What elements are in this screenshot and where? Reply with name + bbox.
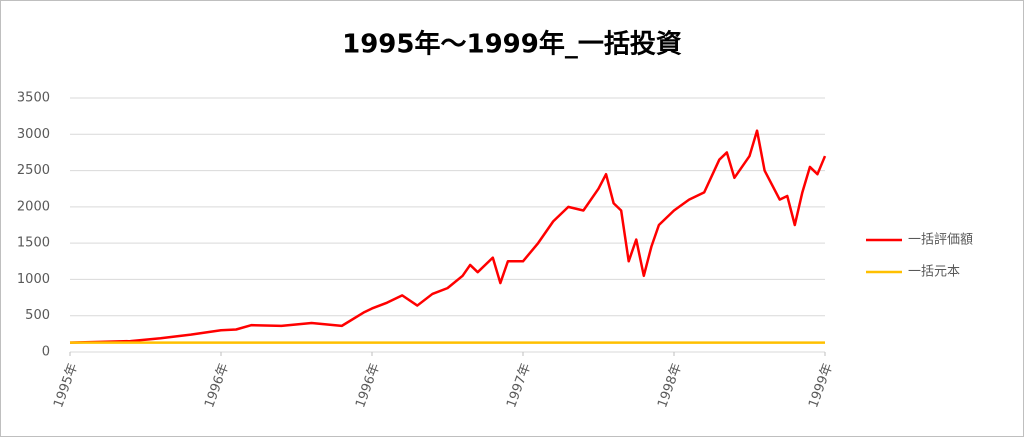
- y-tick-label: 3000: [17, 127, 50, 142]
- legend-label: 一括元本: [908, 265, 960, 280]
- series-line: [69, 129, 827, 344]
- y-tick-label: 2000: [17, 199, 50, 214]
- y-tick-label: 500: [25, 308, 50, 323]
- legend-label: 一括評価額: [908, 233, 973, 248]
- y-tick-label: 0: [42, 345, 50, 360]
- chart-title: 1995年～1999年_一括投資: [342, 29, 682, 60]
- y-tick-label: 3500: [17, 91, 50, 106]
- y-tick-label: 1000: [17, 272, 50, 287]
- y-tick-label: 2500: [17, 163, 50, 178]
- y-tick-label: 1500: [17, 236, 50, 251]
